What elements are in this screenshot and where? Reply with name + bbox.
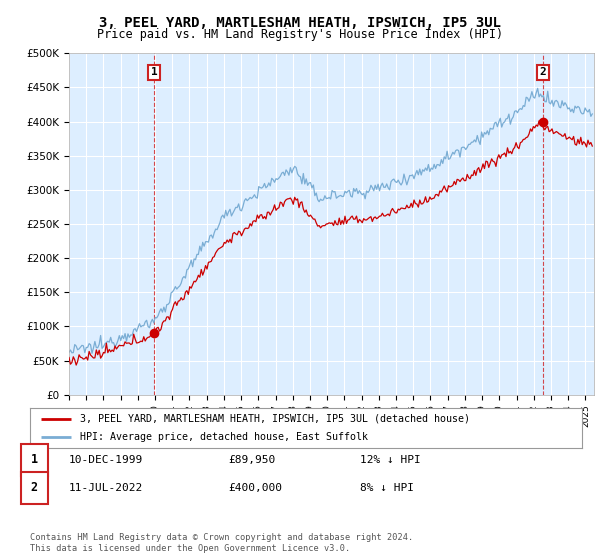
Text: HPI: Average price, detached house, East Suffolk: HPI: Average price, detached house, East… [80, 432, 368, 442]
Text: £89,950: £89,950 [228, 455, 275, 465]
Text: 12% ↓ HPI: 12% ↓ HPI [360, 455, 421, 465]
Text: 1: 1 [31, 453, 38, 466]
Text: 3, PEEL YARD, MARTLESHAM HEATH, IPSWICH, IP5 3UL: 3, PEEL YARD, MARTLESHAM HEATH, IPSWICH,… [99, 16, 501, 30]
Text: 11-JUL-2022: 11-JUL-2022 [69, 483, 143, 493]
Text: Contains HM Land Registry data © Crown copyright and database right 2024.
This d: Contains HM Land Registry data © Crown c… [30, 533, 413, 553]
Text: £400,000: £400,000 [228, 483, 282, 493]
Text: 1: 1 [151, 67, 157, 77]
Text: Price paid vs. HM Land Registry's House Price Index (HPI): Price paid vs. HM Land Registry's House … [97, 28, 503, 41]
Text: 2: 2 [539, 67, 546, 77]
Text: 8% ↓ HPI: 8% ↓ HPI [360, 483, 414, 493]
Text: 10-DEC-1999: 10-DEC-1999 [69, 455, 143, 465]
Text: 2: 2 [31, 481, 38, 494]
Text: 3, PEEL YARD, MARTLESHAM HEATH, IPSWICH, IP5 3UL (detached house): 3, PEEL YARD, MARTLESHAM HEATH, IPSWICH,… [80, 414, 470, 423]
